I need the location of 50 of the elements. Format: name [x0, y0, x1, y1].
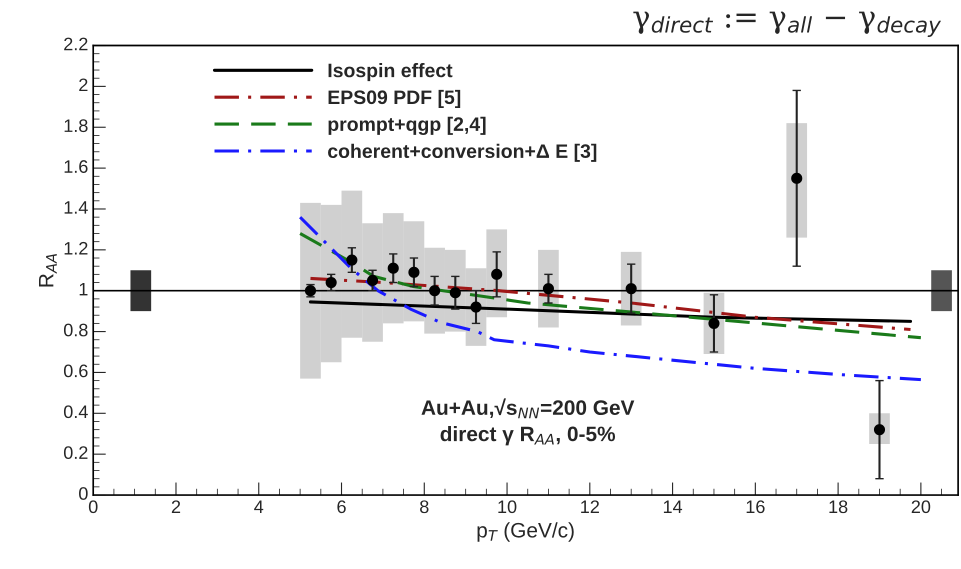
- x-tick-label: 4: [254, 500, 264, 513]
- point: [346, 254, 358, 266]
- y-tick-label: 1.4: [64, 201, 88, 214]
- line-series: [298, 232, 922, 340]
- y-tick-label: 1.8: [64, 119, 88, 132]
- y-tick-label: 1.2: [64, 242, 88, 255]
- point: [429, 285, 440, 296]
- x-tick-label: 14: [664, 500, 682, 513]
- y-tick-label: 0.2: [64, 446, 88, 460]
- y-tick-label: 1.6: [64, 160, 88, 173]
- annotation: direct γ R$_{AA}$, 0-5%: [440, 426, 616, 446]
- y-tick-label: 2: [79, 78, 88, 92]
- chart-title: γ$_{direct}$ := γ$_{all}$ − γ$_{decay}$: [633, 12, 942, 37]
- point: [450, 287, 461, 298]
- x-tick-label: 18: [829, 500, 848, 514]
- point: [791, 172, 802, 184]
- y-axis-title: R$_{AA}$: [39, 254, 57, 286]
- point: [491, 268, 502, 280]
- point: [542, 283, 554, 294]
- x-tick-label: 10: [498, 500, 516, 514]
- bar: [130, 270, 152, 312]
- point: [408, 266, 420, 278]
- x-tick-label: 16: [746, 500, 765, 514]
- annotation: Au+Au,√s$_{NN}$=200 GeV: [421, 398, 634, 418]
- line-series: [298, 216, 922, 382]
- line-series: [308, 276, 912, 332]
- point: [470, 301, 482, 313]
- legend-label: prompt+qgp [2,4]: [328, 116, 486, 135]
- legend-label: EPS09 PDF [5]: [328, 90, 460, 108]
- point: [388, 262, 399, 274]
- point: [708, 318, 720, 329]
- y-tick-label: 0.6: [64, 364, 88, 378]
- y-tick-label: 0: [79, 487, 88, 500]
- x-tick-label: 8: [420, 500, 429, 514]
- legend-label: coherent+conversion+Δ E [3]: [328, 144, 596, 162]
- x-tick-label: 2: [172, 500, 180, 513]
- y-tick-label: 2.2: [64, 38, 88, 50]
- x-tick-label: 20: [912, 500, 930, 514]
- y-tick-label: 1: [80, 282, 88, 296]
- point: [326, 276, 337, 288]
- point: [626, 283, 637, 294]
- x-tick-label: 12: [581, 500, 599, 513]
- x-tick-label: 6: [337, 500, 346, 514]
- x-axis-title: p$_{T}$ (GeV/c): [478, 522, 574, 542]
- point: [366, 274, 378, 286]
- y-tick-label: 0.8: [64, 324, 88, 336]
- legend-label: Isospin effect: [328, 63, 452, 82]
- y-tick-label: 0.4: [64, 405, 88, 418]
- bar: [931, 270, 952, 312]
- x-tick-label: 0: [88, 500, 98, 514]
